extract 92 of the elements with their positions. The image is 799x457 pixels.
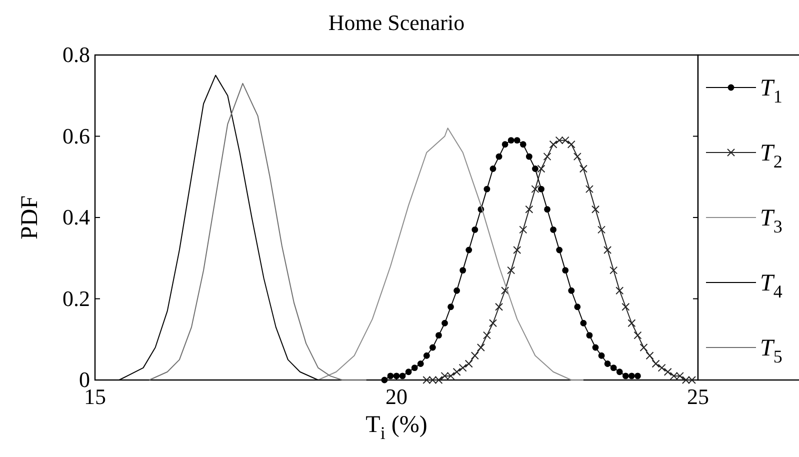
point [549,140,558,148]
point [460,267,466,274]
point [532,166,538,172]
point [586,332,593,339]
point [525,205,534,214]
point [616,368,623,376]
point [514,137,520,144]
point [592,344,599,351]
point [387,372,394,380]
point [405,368,412,376]
point [550,226,556,233]
point [496,153,502,160]
line-series [318,128,584,380]
point [520,141,526,148]
point [622,302,630,311]
point [616,286,624,295]
point [507,266,516,274]
legend-label: T$_{5}$ [760,336,782,367]
point [598,352,605,359]
x-axis-title: T$_{i}$ (%) [366,412,428,444]
point [526,153,532,160]
y-tick-label: 0.4 [62,204,90,230]
point [574,304,581,310]
point [610,266,618,274]
legend-label: T$_{4}$ [760,270,782,302]
point [513,246,522,254]
legend-label: T$_{3}$ [760,206,782,237]
point [495,302,504,311]
point [393,372,400,380]
point [488,319,497,328]
y-tick-label: 0.2 [62,286,90,311]
point [484,186,490,192]
point [436,332,442,339]
point [598,226,606,234]
line-series [148,82,367,380]
point [464,360,473,368]
point [448,304,454,310]
chart-title: Home Scenario [328,10,465,35]
point [573,152,582,161]
point [622,372,629,380]
point [508,137,514,144]
point [634,372,641,380]
point [628,372,635,380]
point [646,352,654,360]
point [580,320,587,326]
y-tick-label: 0.6 [62,123,90,148]
point [658,364,666,372]
point [442,320,448,326]
point [562,267,569,274]
point [556,246,563,254]
point [476,344,485,352]
point [417,360,424,367]
point [466,246,472,254]
point [537,164,546,173]
point [604,246,612,254]
point [470,352,479,360]
point [628,319,636,328]
point [429,344,436,351]
point [591,205,600,214]
point [640,344,648,352]
point [634,331,642,340]
point [490,166,496,172]
point [472,226,478,233]
x-tick-label: 25 [687,384,709,409]
point [411,364,418,372]
point [585,185,594,194]
point [579,164,588,173]
point [610,364,617,372]
y-tick-label: 0.8 [62,42,90,67]
point [502,141,508,148]
point [519,226,528,234]
point [531,185,540,194]
point [538,186,544,192]
y-axis-title: PDF [17,195,43,240]
point [399,372,406,380]
legend-label: T$_{1}$ [760,76,782,107]
point [501,286,510,295]
point [652,360,660,368]
point [664,368,672,376]
point [452,368,461,376]
point [482,331,491,340]
legend-label: T$_{2}$ [760,140,782,172]
point [567,140,576,148]
point [543,152,552,161]
x-tick-label: 20 [386,384,408,409]
point [458,364,467,372]
point [544,206,550,213]
point [423,352,430,359]
point [454,287,460,294]
point [568,287,575,294]
point [381,376,388,384]
point [604,360,611,367]
